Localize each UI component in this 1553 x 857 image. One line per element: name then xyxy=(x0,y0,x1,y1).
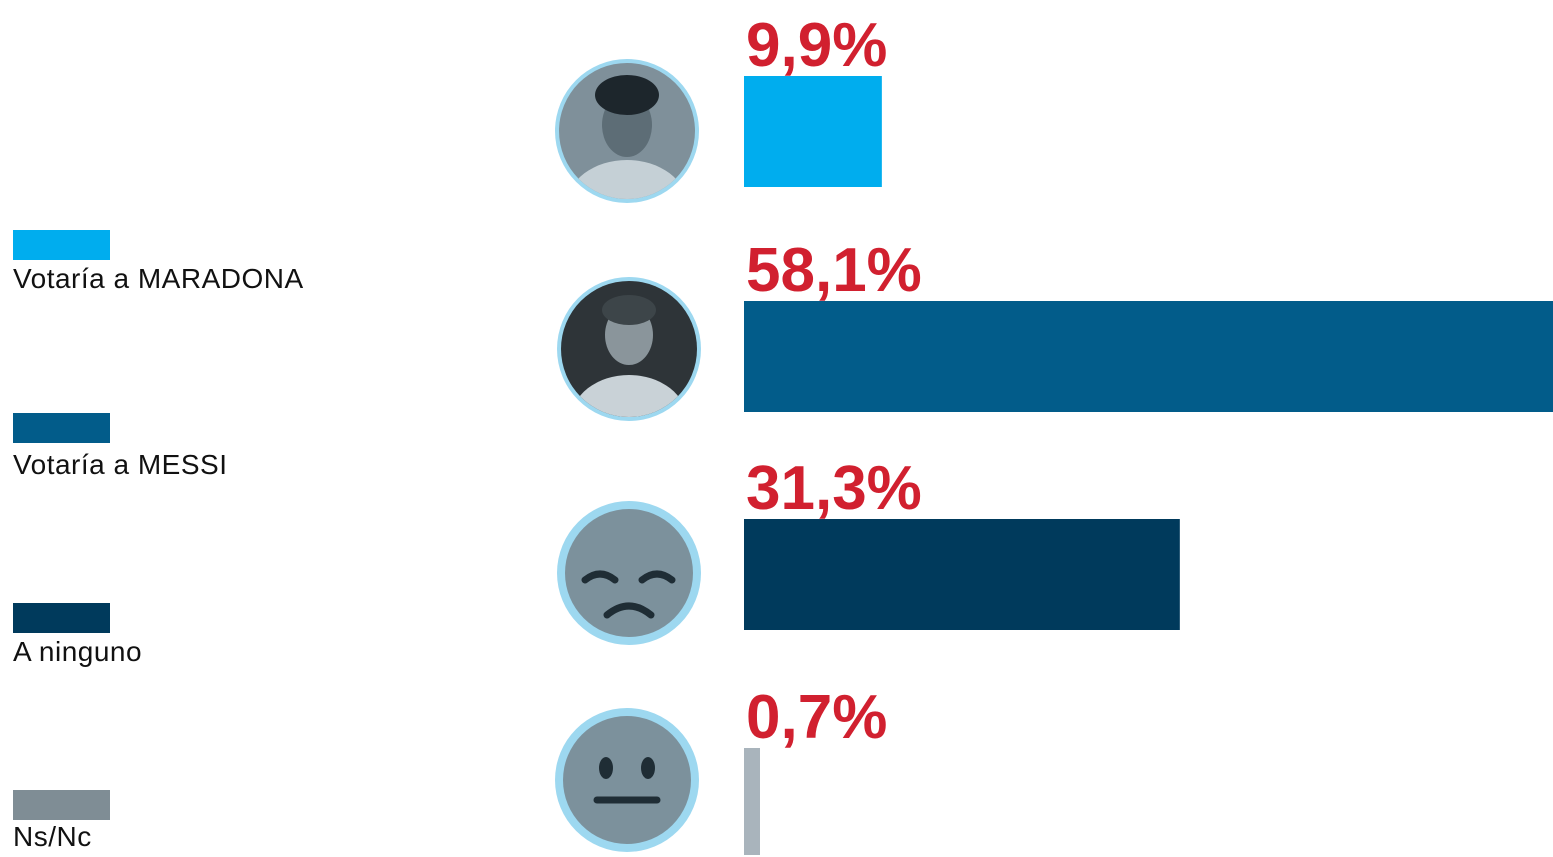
neutral-face xyxy=(563,716,691,844)
legend-swatch xyxy=(13,790,110,820)
legend-label: Ns/Nc xyxy=(13,821,92,852)
legend-swatch xyxy=(13,603,110,633)
legend-label: Votaría a MARADONA xyxy=(13,263,304,294)
bar xyxy=(744,519,1180,630)
bar xyxy=(744,76,882,187)
value-label: 9,9% xyxy=(746,11,887,80)
legend-label: A ninguno xyxy=(13,636,142,667)
maradona-icon xyxy=(559,63,695,199)
annoyed-face xyxy=(565,509,693,637)
icons xyxy=(555,59,701,852)
legend-label: Votaría a MESSI xyxy=(13,449,228,480)
messi-icon xyxy=(561,281,697,417)
legend-swatch xyxy=(13,413,110,443)
value-label: 0,7% xyxy=(746,683,887,752)
legend-swatch xyxy=(13,230,110,260)
value-label: 58,1% xyxy=(746,236,922,305)
value-label: 31,3% xyxy=(746,454,922,523)
bar xyxy=(744,748,760,855)
bar xyxy=(744,301,1553,412)
